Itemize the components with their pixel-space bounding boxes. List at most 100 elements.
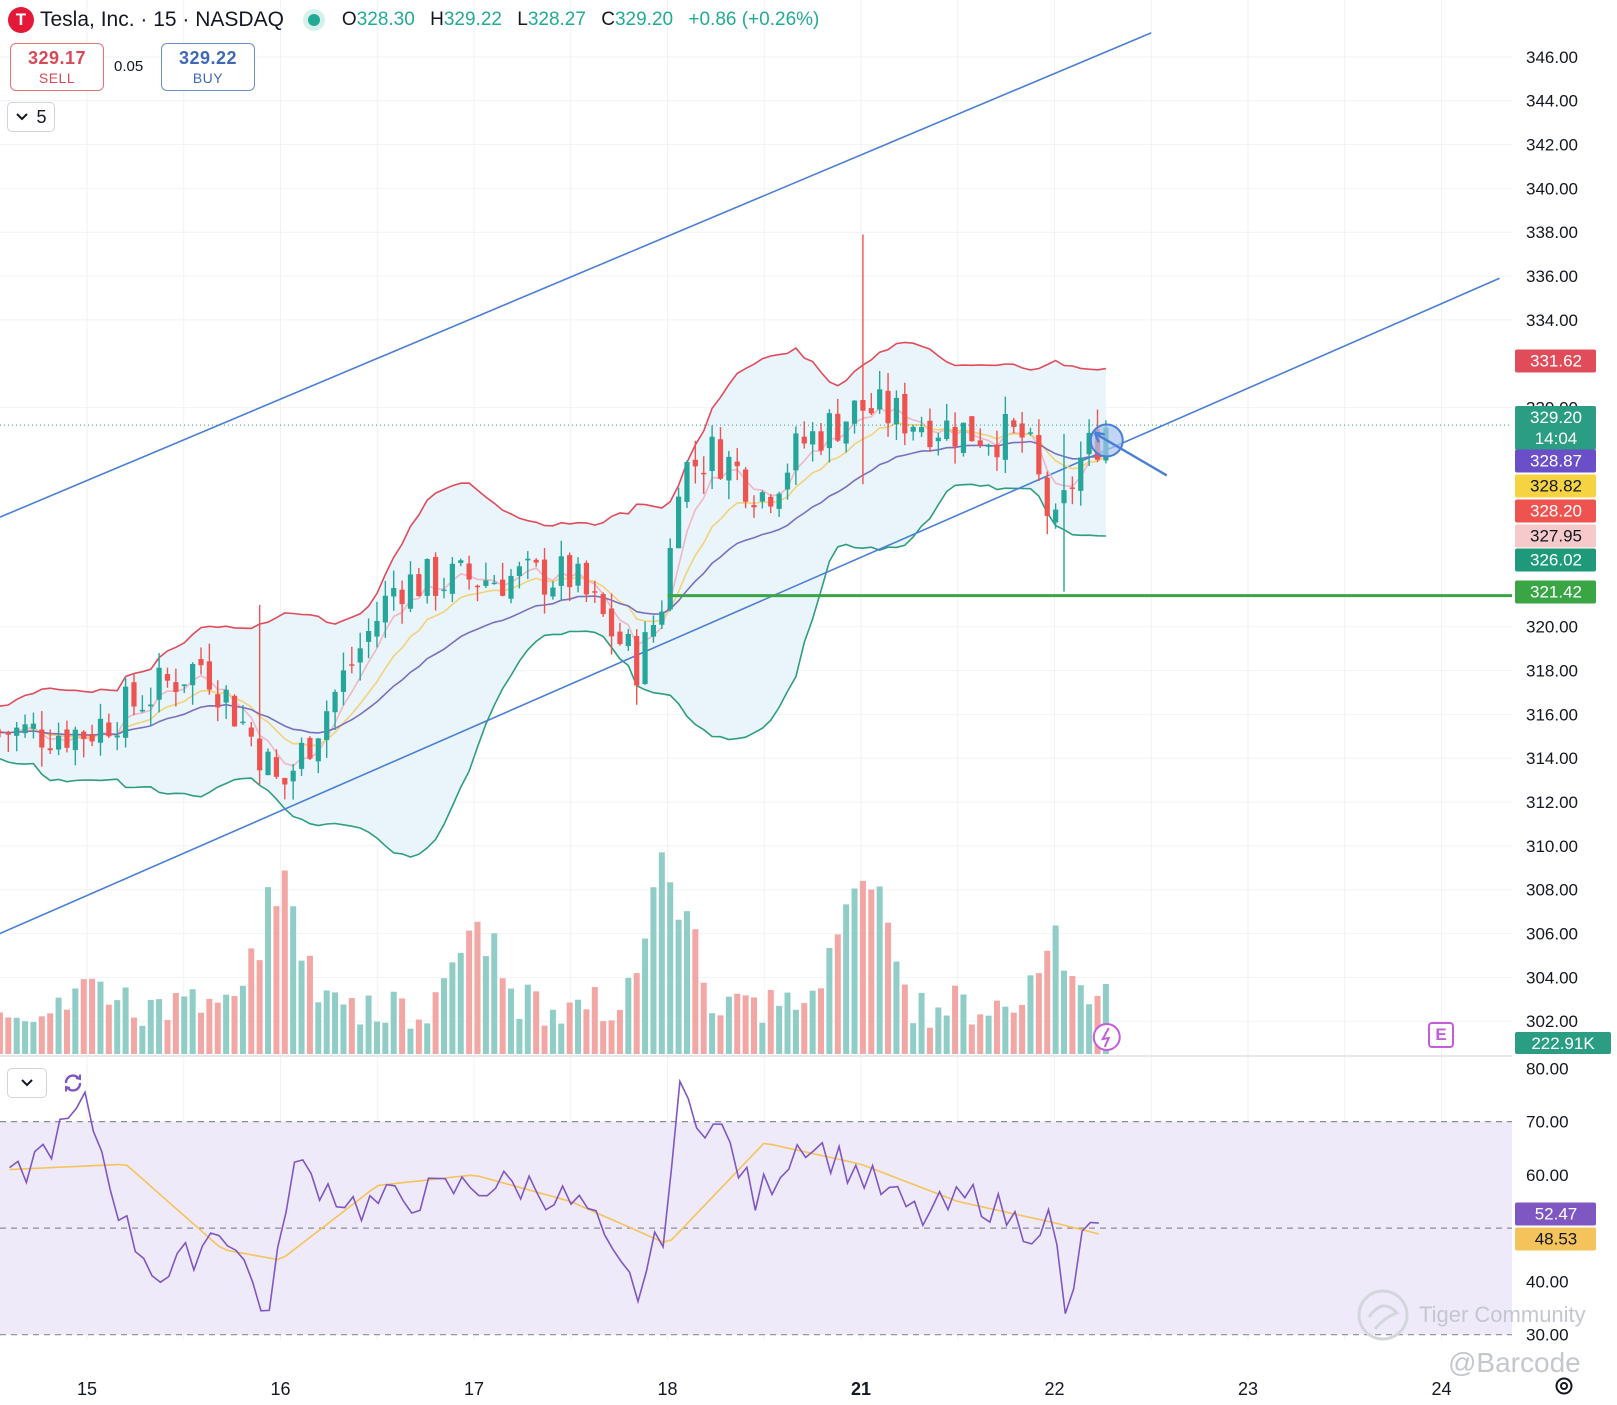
volume-bar — [675, 919, 682, 1054]
candle-body — [198, 659, 204, 666]
volume-bar — [1094, 995, 1101, 1054]
candle-body — [290, 770, 296, 782]
candle-body — [692, 459, 698, 467]
candle-body — [391, 587, 397, 597]
price-labels: 331.62 329.20 14:04 328.87 328.82 328.20 327.9… — [1515, 349, 1611, 1251]
volume-bar — [424, 1023, 431, 1054]
volume-bar — [63, 1009, 70, 1054]
candle-body — [248, 727, 254, 737]
volume-bar — [482, 956, 489, 1054]
volume-bar — [809, 990, 816, 1054]
sell-button[interactable]: 329.17 SELL — [10, 43, 104, 91]
candle-body — [935, 437, 941, 442]
price-tick-label: 340.00 — [1526, 179, 1578, 198]
candle-body — [885, 390, 891, 424]
volume-bar — [198, 1012, 205, 1054]
volume-bar — [239, 985, 246, 1054]
volume-bar — [80, 979, 87, 1054]
volume-bar — [725, 996, 732, 1054]
indicators-count: 5 — [36, 106, 47, 127]
rsi-ma-line — [9, 1142, 1099, 1261]
candle-body — [625, 633, 631, 647]
candle-body — [273, 757, 280, 777]
candle-body — [944, 420, 950, 439]
volume-bar — [323, 990, 330, 1054]
volume-bar — [105, 1004, 112, 1054]
price-tag — [1515, 548, 1596, 572]
gear-icon[interactable] — [1553, 1375, 1575, 1397]
low-key: L — [517, 9, 528, 30]
volume-bar — [315, 1002, 322, 1054]
volume-bar — [231, 996, 238, 1054]
candle-body — [1002, 413, 1008, 460]
buy-label: BUY — [192, 70, 224, 86]
price-tick-label: 310.00 — [1526, 837, 1578, 856]
price-tick-label: 342.00 — [1526, 136, 1578, 155]
candle-body — [55, 735, 62, 750]
volume-bar — [55, 997, 62, 1054]
candle-body — [634, 635, 640, 686]
candle-body — [240, 721, 246, 724]
price-tick-label: 316.00 — [1526, 705, 1578, 724]
high-value: 329.22 — [443, 9, 502, 30]
volume-bar — [172, 993, 179, 1054]
candle-body — [684, 462, 690, 502]
buy-button[interactable]: 329.22 BUY — [161, 43, 255, 91]
candle-body — [927, 420, 933, 448]
volume-bar — [457, 952, 464, 1054]
volume-bar — [265, 887, 272, 1054]
rsi-collapse-button[interactable] — [7, 1068, 47, 1098]
candle-body — [868, 408, 874, 414]
channel-line-upper — [0, 32, 1152, 518]
volume-bar — [13, 1017, 20, 1054]
volume-bar — [206, 998, 213, 1054]
volume-bar — [750, 997, 757, 1054]
candle-body — [1086, 432, 1092, 455]
candle-body — [407, 574, 414, 609]
candle-body — [994, 444, 1000, 458]
volume-bar — [72, 988, 79, 1054]
volume-bar — [114, 1000, 121, 1054]
price-tick-label: 334.00 — [1526, 311, 1578, 330]
bollinger-upper — [0, 341, 1107, 707]
rsi-background — [0, 1120, 1512, 1336]
candle-body — [156, 667, 162, 700]
volume-bar — [591, 987, 598, 1054]
candle-body — [1061, 490, 1067, 504]
candle-body — [282, 777, 288, 785]
symbol-title[interactable]: Tesla, Inc. · 15 · NASDAQ — [40, 8, 284, 31]
earnings-event-badge[interactable]: E — [1428, 1022, 1454, 1048]
sync-icon[interactable] — [60, 1070, 86, 1096]
candle-body — [675, 496, 682, 549]
price-tick-label: 312.00 — [1526, 793, 1578, 812]
volume-bar — [1019, 1004, 1026, 1054]
sell-label: SELL — [38, 70, 76, 86]
volume-bar — [449, 962, 456, 1054]
volume-bar — [256, 960, 263, 1054]
price-tag — [1515, 499, 1596, 523]
candle-body — [583, 562, 590, 595]
chevron-down-icon — [21, 1079, 33, 1087]
arrow-head — [1093, 431, 1105, 443]
volume-bar — [776, 1005, 783, 1054]
volume-tag-label: 222.91K — [1531, 1034, 1595, 1053]
volume-bar — [549, 1009, 556, 1054]
volume-bar — [583, 1009, 590, 1054]
volume-bar — [1044, 950, 1051, 1054]
candle-body — [1044, 477, 1050, 516]
candle-body — [617, 631, 623, 645]
time-axis: 15 16 17 18 21 22 23 24 — [77, 1379, 1452, 1399]
rsi-tag-label: 52.47 — [1535, 1205, 1578, 1224]
rsi-tick-label: 40.00 — [1526, 1272, 1569, 1291]
bollinger-bands — [0, 341, 1107, 858]
candle-body — [39, 729, 45, 748]
candle-body — [893, 397, 900, 425]
indicators-toggle-button[interactable]: 5 — [7, 102, 55, 132]
price-tick-label: 306.00 — [1526, 925, 1578, 944]
volume-bar — [901, 984, 908, 1054]
volume-bar — [625, 977, 632, 1054]
candle-body — [433, 556, 439, 596]
price-tick-label: 318.00 — [1526, 662, 1578, 681]
candle-body — [491, 582, 497, 585]
